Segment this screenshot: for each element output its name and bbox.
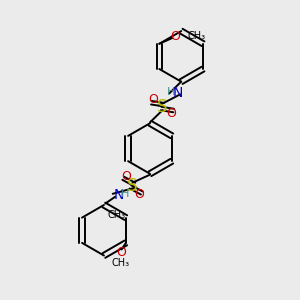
Text: O: O: [171, 30, 181, 43]
Text: O: O: [116, 246, 126, 259]
Text: CH₃: CH₃: [112, 258, 130, 268]
Text: O: O: [134, 188, 144, 202]
Text: H: H: [121, 189, 129, 200]
Text: O: O: [148, 93, 158, 106]
Text: S: S: [127, 177, 138, 195]
Text: CH₃: CH₃: [188, 31, 206, 41]
Text: O: O: [121, 170, 131, 183]
Text: O: O: [167, 107, 176, 120]
Text: CH₃: CH₃: [108, 210, 126, 220]
Text: N: N: [172, 86, 183, 100]
Text: N: N: [113, 188, 124, 202]
Text: H: H: [167, 87, 176, 97]
Text: S: S: [157, 98, 168, 116]
